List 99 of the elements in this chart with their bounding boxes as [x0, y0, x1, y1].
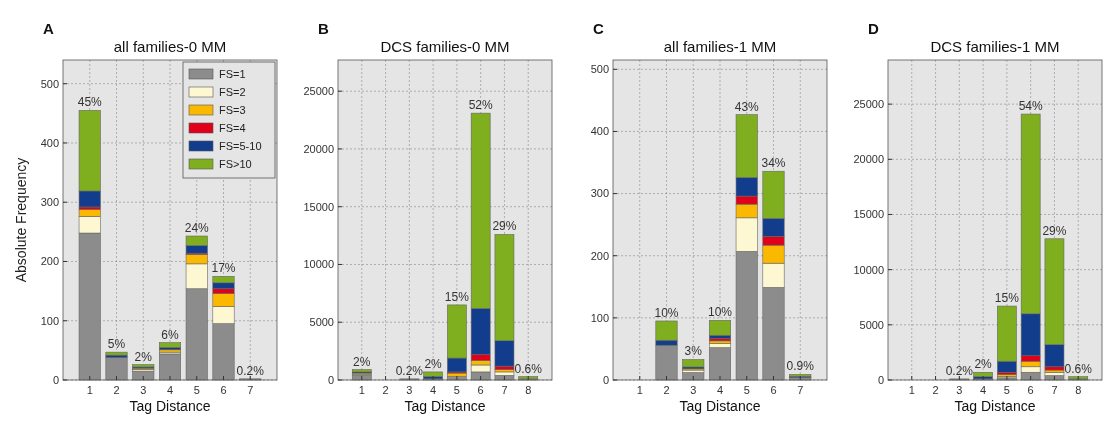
x-tick-label: 6 — [477, 384, 484, 396]
chart-title: DCS families-0 MM — [380, 38, 510, 55]
y-tick-label: 200 — [40, 255, 59, 268]
x-tick-label: 6 — [220, 384, 227, 396]
x-tick-label: 3 — [690, 384, 697, 396]
annotation: 29% — [1042, 223, 1067, 238]
annotation: 15% — [444, 289, 470, 304]
x-tick-label: 4 — [980, 384, 987, 396]
annotation: 0.6% — [514, 361, 543, 376]
text: C — [593, 20, 604, 37]
x-tick-label: 7 — [247, 384, 254, 396]
chart-title: DCS families-1 MM — [930, 38, 1060, 55]
x-tick-label: 5 — [193, 384, 200, 396]
chart-title: all families-1 MM — [663, 38, 777, 55]
annotation: 10% — [707, 305, 733, 320]
x-tick-label: 7 — [1051, 384, 1058, 396]
y-tick-label: 0 — [327, 373, 334, 386]
x-tick-label: 7 — [797, 384, 804, 396]
annotation: 15% — [994, 291, 1020, 306]
annotation: 54% — [1018, 99, 1043, 114]
x-tick-label: 2 — [113, 384, 120, 396]
y-tick-label: 5000 — [309, 316, 334, 329]
x-tick-label: 1 — [908, 384, 915, 396]
y-tick-label: 400 — [590, 125, 609, 138]
annotation: 34% — [761, 156, 786, 171]
annotation: 17% — [211, 261, 236, 276]
x-axis-title: Tag Distance — [404, 398, 486, 414]
y-tick-label: 10000 — [303, 258, 334, 271]
x-tick-label: 3 — [406, 384, 413, 396]
x-tick-label: 8 — [1075, 384, 1082, 396]
annotation: 0.9% — [786, 359, 815, 374]
y-tick-label: 500 — [40, 77, 59, 90]
y-tick-label: 500 — [590, 63, 609, 76]
x-tick-label: 4 — [430, 384, 437, 396]
annotation: 2% — [974, 357, 993, 372]
y-tick-label: 300 — [40, 196, 59, 209]
y-tick-label: 5000 — [859, 318, 884, 331]
y-axis-title: Absolute Frequency — [13, 157, 29, 283]
annotation: 10% — [654, 305, 679, 320]
legend-label: FS=2 — [219, 85, 246, 98]
y-tick-label: 15000 — [303, 200, 334, 213]
x-tick-label: 1 — [358, 384, 365, 396]
y-tick-label: 0 — [52, 373, 59, 386]
annotation: 3% — [684, 344, 703, 359]
y-tick-label: 0 — [602, 373, 609, 386]
y-tick-label: 0 — [877, 373, 884, 386]
x-tick-label: 1 — [636, 384, 643, 396]
x-axis-title: Tag Distance — [129, 398, 211, 414]
x-tick-label: 2 — [932, 384, 939, 396]
y-tick-label: 20000 — [853, 153, 884, 166]
annotation: 0.6% — [1064, 361, 1093, 376]
annotation: 29% — [492, 219, 517, 234]
annotation: 24% — [184, 221, 210, 235]
legend-label: FS=3 — [219, 103, 246, 116]
chart-title: all families-0 MM — [113, 38, 227, 55]
annotation: 2% — [134, 349, 153, 364]
x-tick-label: 5 — [1003, 384, 1010, 396]
y-tick-label: 400 — [40, 136, 59, 149]
x-tick-label: 1 — [86, 384, 93, 396]
x-tick-label: 2 — [382, 384, 389, 396]
annotation: 52% — [468, 98, 493, 113]
x-tick-label: 4 — [716, 384, 724, 396]
text: D — [868, 20, 879, 37]
annotation: 0.2% — [236, 363, 265, 378]
annotation: 6% — [161, 327, 179, 342]
y-tick-label: 25000 — [303, 85, 334, 98]
x-tick-label: 3 — [140, 384, 147, 396]
legend-label: FS=1 — [219, 67, 246, 80]
x-tick-label: 3 — [956, 384, 963, 396]
legend-label: FS>10 — [219, 157, 252, 170]
annotation: 0.2% — [395, 363, 424, 378]
y-tick-label: 200 — [590, 249, 609, 262]
legend-label: FS=5-10 — [219, 139, 262, 152]
y-tick-label: 300 — [590, 187, 609, 200]
x-tick-label: 8 — [525, 384, 532, 396]
y-tick-label: 10000 — [853, 263, 884, 276]
annotation: 0.2% — [945, 363, 974, 378]
annotation: 5% — [107, 337, 126, 352]
x-axis-title: Tag Distance — [954, 398, 1036, 414]
y-tick-label: 15000 — [853, 208, 884, 221]
x-tick-label: 2 — [663, 384, 670, 396]
y-tick-label: 20000 — [303, 142, 334, 155]
text: A — [43, 20, 54, 37]
x-tick-label: 7 — [501, 384, 508, 396]
annotation: 43% — [734, 99, 760, 114]
x-axis-title: Tag Distance — [679, 398, 761, 414]
annotation: 2% — [424, 356, 443, 371]
y-tick-label: 25000 — [853, 97, 884, 110]
annotation: 45% — [77, 95, 103, 110]
y-tick-label: 100 — [40, 314, 59, 327]
x-tick-label: 5 — [453, 384, 460, 396]
legend-label: FS=4 — [219, 121, 246, 134]
x-tick-label: 4 — [166, 384, 174, 396]
x-tick-label: 6 — [1027, 384, 1034, 396]
text: B — [318, 20, 329, 37]
y-tick-label: 100 — [590, 311, 609, 324]
x-tick-label: 5 — [743, 384, 750, 396]
x-tick-label: 6 — [770, 384, 777, 396]
annotation: 2% — [353, 354, 371, 369]
